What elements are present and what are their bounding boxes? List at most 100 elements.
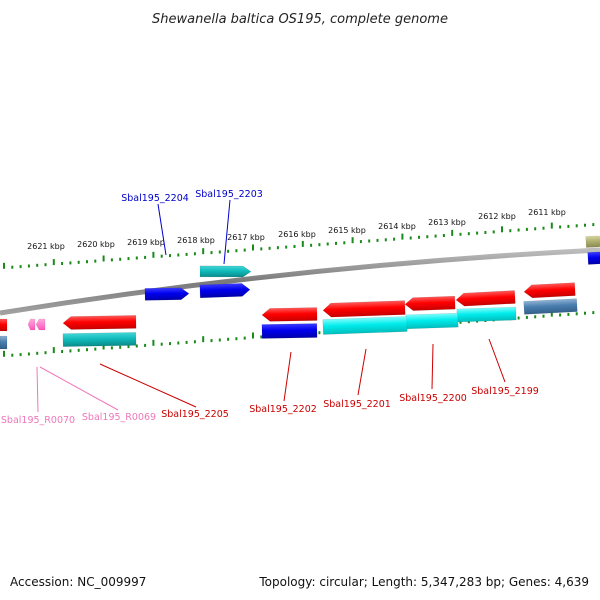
gene-label-sbal195-2204[interactable]: Sbal195_2204 — [121, 193, 189, 204]
inner-minor-tick — [77, 348, 80, 352]
unlabeled-gene-inner-arrow[interactable] — [587, 251, 600, 265]
outer-minor-tick — [169, 254, 171, 258]
topology-text: Topology: circular; Length: 5,347,283 bp… — [258, 575, 589, 589]
inner-minor-tick — [135, 344, 138, 348]
sbal195-r0070-inner-arrow[interactable] — [35, 318, 46, 331]
genome-title: Shewanella baltica OS195, complete genom… — [152, 12, 448, 27]
outer-minor-tick — [27, 264, 30, 268]
label-leader-line — [431, 343, 434, 390]
label-leader-line — [99, 363, 197, 408]
sbal195-2200-outer-arrow[interactable] — [405, 312, 459, 330]
outer-minor-tick — [69, 261, 72, 265]
sbal195-2201-inner-arrow[interactable] — [322, 300, 406, 318]
accession-text: Accession: NC_009997 — [10, 575, 146, 589]
inner-minor-tick — [44, 351, 47, 355]
inner-minor-tick — [210, 339, 213, 343]
inner-minor-tick — [218, 338, 221, 342]
inner-minor-tick — [169, 342, 171, 346]
gene-label-sbal195-2199[interactable]: Sbal195_2199 — [471, 386, 539, 397]
sbal195-2204-inner-arrow[interactable] — [144, 287, 190, 301]
inner-minor-tick — [144, 343, 147, 347]
outer-minor-tick — [260, 247, 263, 251]
sbal195-2199-inner-arrow[interactable] — [523, 282, 576, 299]
genome-backbone — [0, 247, 600, 316]
gene-label-sbal195-2200[interactable]: Sbal195_2200 — [399, 393, 467, 404]
inner-minor-tick — [61, 350, 64, 353]
gene-features — [0, 235, 600, 350]
outer-major-tick — [451, 229, 454, 236]
outer-minor-tick — [160, 254, 163, 258]
outer-minor-tick — [326, 242, 329, 246]
unlabeled-gene-inner-arrow[interactable] — [455, 290, 516, 307]
label-leader-line — [36, 366, 39, 413]
scale-tick-label: 2614 kbp — [378, 222, 416, 231]
outer-minor-tick — [442, 234, 445, 237]
outer-major-tick — [301, 240, 304, 247]
gene-label-sbal195-2203[interactable]: Sbal195_2203 — [195, 189, 263, 200]
gene-label-sbal195-2201[interactable]: Sbal195_2201 — [323, 399, 391, 410]
outer-major-tick — [351, 237, 354, 244]
outer-minor-tick — [285, 245, 288, 249]
outer-minor-tick — [135, 256, 138, 260]
outer-minor-tick — [368, 239, 371, 243]
outer-minor-tick — [177, 253, 180, 257]
inner-minor-tick — [36, 351, 39, 355]
inner-minor-tick — [193, 340, 196, 344]
scale-tick-label: 2618 kbp — [177, 236, 215, 245]
sbal195-2200-inner-arrow[interactable] — [404, 295, 456, 311]
gene-label-sbal195-2205[interactable]: Sbal195_2205 — [161, 409, 229, 420]
sbal195-r0069-inner-arrow[interactable] — [27, 318, 36, 331]
outer-minor-tick — [393, 237, 396, 241]
inner-minor-tick — [567, 312, 570, 316]
inner-major-tick — [550, 310, 553, 317]
outer-minor-tick — [509, 229, 512, 233]
outer-minor-tick — [376, 238, 379, 242]
unlabeled-gene-outer-arrow[interactable] — [585, 235, 600, 248]
gene-label-sbal195-r0070[interactable]: Sbal195_R0070 — [1, 415, 75, 426]
scale-tick-label: 2617 kbp — [227, 233, 265, 242]
sbal195-2203-outer-arrow[interactable] — [199, 265, 252, 278]
label-leader-line — [357, 348, 367, 396]
gene-label-sbal195-2202[interactable]: Sbal195_2202 — [249, 404, 317, 415]
outer-minor-tick — [559, 225, 562, 229]
outer-minor-tick — [44, 263, 47, 267]
gene-label-sbal195-r0069[interactable]: Sbal195_R0069 — [82, 412, 156, 423]
sbal195-2203-inner-arrow[interactable] — [199, 283, 251, 299]
scale-tick-label: 2615 kbp — [328, 226, 366, 235]
outer-minor-tick — [210, 251, 213, 255]
unlabeled-gene-outer-arrow[interactable] — [523, 298, 578, 315]
inner-minor-tick — [517, 316, 520, 320]
sbal195-2205-outer-arrow[interactable] — [62, 332, 137, 347]
unlabeled-gene-outer-arrow[interactable] — [0, 335, 8, 350]
outer-minor-tick — [476, 231, 479, 235]
outer-minor-tick — [193, 252, 196, 256]
outer-minor-tick — [110, 258, 113, 262]
inner-minor-tick — [185, 340, 188, 344]
unlabeled-gene-inner-arrow[interactable] — [0, 318, 8, 332]
inner-major-tick — [202, 336, 205, 343]
outer-minor-tick — [119, 257, 122, 261]
inner-minor-tick — [575, 312, 578, 316]
outer-major-tick — [52, 259, 55, 266]
inner-minor-tick — [243, 336, 246, 340]
outer-minor-tick — [11, 265, 14, 269]
inner-minor-tick — [127, 345, 130, 349]
inner-minor-tick — [110, 346, 113, 350]
sbal195-2202-inner-arrow[interactable] — [261, 307, 318, 322]
sbal195-2202-outer-arrow[interactable] — [261, 323, 318, 339]
inner-major-tick — [152, 339, 155, 346]
label-leader-line — [157, 203, 167, 256]
outer-minor-tick — [592, 223, 595, 227]
inner-minor-tick — [94, 347, 97, 351]
sbal195-2201-outer-arrow[interactable] — [322, 316, 408, 335]
outer-minor-tick — [459, 232, 462, 236]
label-leader-line — [283, 351, 292, 402]
sbal195-2199-outer-arrow[interactable] — [456, 306, 517, 323]
outer-major-tick — [202, 248, 205, 255]
outer-major-tick — [3, 262, 5, 269]
inner-minor-tick — [525, 315, 528, 319]
outer-major-tick — [152, 251, 155, 258]
kbp-scale-labels: 2611 kbp 2612 kbp 2613 kbp 2614 kbp 2615 kbp… — [27, 208, 566, 251]
sbal195-2205-inner-arrow[interactable] — [62, 315, 137, 330]
